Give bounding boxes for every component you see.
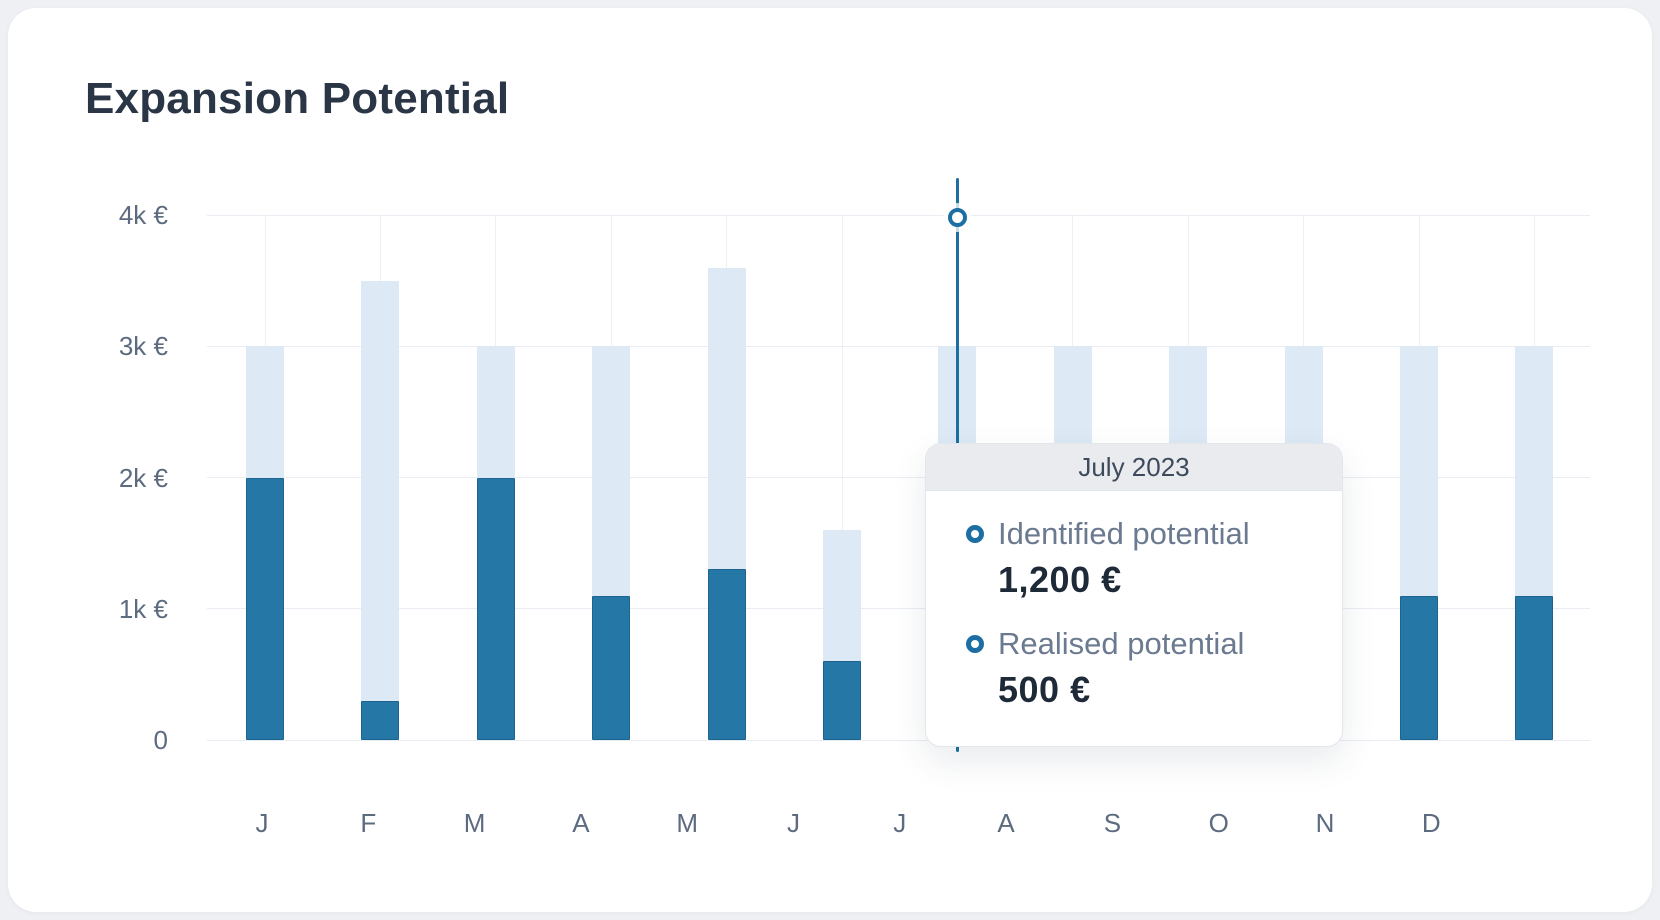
h-gridline [207,214,1590,216]
tooltip-series-value: 1,200 € [998,559,1122,600]
bar-realised-potential[interactable] [246,477,284,740]
chart-tooltip: July 2023 Identified potential 1,200 € Rea… [925,443,1343,747]
tooltip-series-label: Realised potential [998,626,1245,661]
bar-realised-potential[interactable] [1515,595,1554,740]
y-axis-label: 3k € [118,331,168,362]
tooltip-item: Realised potential 500 € [926,626,1342,711]
bar-realised-potential[interactable] [592,595,631,740]
tooltip-item: Identified potential 1,200 € [926,516,1342,601]
h-gridline [207,608,1590,610]
identified-series-marker-icon [966,525,984,543]
bar-realised-potential[interactable] [707,569,746,740]
realised-series-marker-icon [966,635,984,653]
y-axis-label: 0 [153,725,168,755]
bar-realised-potential[interactable] [1400,595,1438,740]
x-axis-label: J [255,808,269,838]
y-axis-label: 1k € [118,593,168,624]
x-axis-label: M [463,808,486,838]
h-gridline [207,739,1590,741]
tooltip-item-row: Realised potential [926,626,1342,662]
x-axis-label: F [360,808,377,838]
y-axis-label: 2k € [118,462,168,493]
hover-point-marker-icon [947,207,967,227]
x-axis-label: O [1208,808,1229,838]
bar-realised-potential[interactable] [823,661,861,740]
v-gridline [841,215,843,740]
x-axis-label: J [787,808,800,838]
x-axis-label: J [893,808,907,838]
h-gridline [207,477,1590,478]
bar-realised-potential[interactable] [361,700,400,740]
tooltip-body: Identified potential 1,200 € Realised pote… [926,516,1342,711]
y-axis-label: 4k € [118,200,168,230]
x-axis-label: M [676,808,699,838]
x-axis-label: A [572,808,590,838]
chart-title: Expansion Potential [85,74,510,123]
x-axis-label: N [1315,808,1335,838]
h-gridline [207,345,1590,347]
bar-identified-potential[interactable] [361,280,400,740]
tooltip-series-label: Identified potential [998,516,1250,551]
x-axis-label: S [1103,808,1122,838]
x-axis-label: A [997,808,1015,838]
bar-realised-potential[interactable] [476,477,515,740]
tooltip-item-row: Identified potential [926,516,1342,552]
x-axis-label: D [1421,808,1441,838]
tooltip-series-value: 500 € [998,669,1091,710]
tooltip-title: July 2023 [926,444,1342,491]
